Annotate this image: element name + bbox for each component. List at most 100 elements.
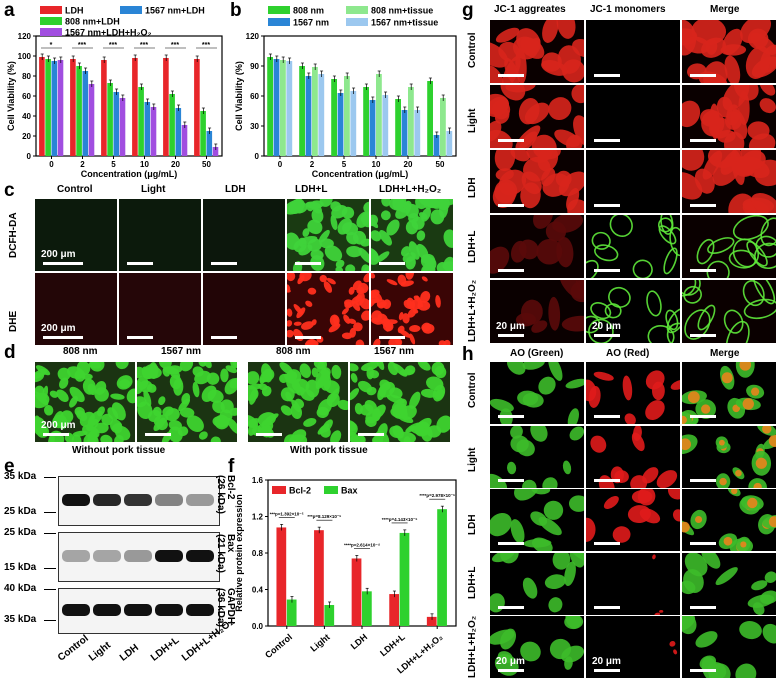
bar bbox=[200, 111, 206, 156]
micrograph bbox=[682, 616, 776, 678]
panel-label-a: a bbox=[4, 0, 15, 21]
bar bbox=[163, 58, 169, 156]
x-tick-label: 10 bbox=[372, 160, 381, 169]
micrograph bbox=[350, 362, 450, 442]
bar bbox=[299, 66, 305, 156]
bar bbox=[169, 94, 175, 156]
scale-bar bbox=[211, 262, 237, 265]
bar bbox=[175, 108, 182, 156]
micrograph bbox=[586, 362, 680, 424]
micrograph bbox=[682, 280, 776, 343]
scale-bar bbox=[690, 478, 716, 482]
blot-band bbox=[124, 550, 152, 562]
bar bbox=[446, 131, 453, 156]
legend-swatch bbox=[324, 486, 338, 494]
bar bbox=[362, 591, 372, 626]
scale-bar-label: 20 μm bbox=[496, 656, 525, 667]
micrograph bbox=[490, 362, 584, 424]
bar bbox=[389, 594, 399, 626]
column-label: LDH bbox=[225, 184, 246, 195]
scale-bar bbox=[127, 336, 153, 339]
bar bbox=[314, 530, 324, 626]
bar bbox=[305, 76, 312, 156]
chart-a: 0 20 40 60 80 100 120 0 2 5 10 20 50 Concentration (μ… bbox=[6, 6, 223, 179]
blot-band bbox=[186, 494, 214, 506]
bar bbox=[273, 59, 280, 156]
marker-label: 40 kDa bbox=[4, 583, 37, 594]
scale-bar bbox=[498, 542, 524, 545]
micrograph bbox=[203, 273, 285, 345]
bar bbox=[212, 147, 219, 156]
micrograph bbox=[490, 425, 584, 488]
band-label: (21 kDa) bbox=[215, 534, 226, 573]
sig-label: *** bbox=[202, 42, 210, 49]
scale-bar bbox=[498, 204, 524, 207]
scale-bar bbox=[498, 139, 524, 142]
legend-swatch bbox=[40, 28, 62, 36]
p-value-label: ***p=1.392×10⁻⁵ bbox=[270, 511, 304, 516]
micrograph bbox=[119, 273, 201, 345]
bar bbox=[286, 599, 297, 626]
row-label: LDH bbox=[467, 177, 478, 198]
legend-swatch bbox=[40, 6, 62, 14]
y-tick-label: 1.6 bbox=[252, 476, 264, 485]
bar bbox=[206, 131, 213, 156]
scale-bar bbox=[690, 605, 716, 609]
x-tick-label: 0 bbox=[278, 160, 283, 169]
bar bbox=[324, 605, 335, 626]
micrograph bbox=[682, 362, 776, 424]
bar bbox=[426, 616, 437, 626]
micrograph bbox=[203, 199, 285, 271]
scale-bar bbox=[690, 334, 716, 337]
y-tick-label: 20 bbox=[22, 132, 31, 141]
marker-tick bbox=[44, 512, 56, 513]
bar bbox=[82, 71, 89, 156]
bar bbox=[76, 66, 82, 156]
x-tick-label: 20 bbox=[404, 160, 413, 169]
sig-label: *** bbox=[78, 42, 86, 49]
scale-bar bbox=[594, 415, 620, 418]
x-tick-label: 20 bbox=[171, 160, 180, 169]
legend-swatch bbox=[120, 6, 142, 14]
legend-label: 1567 nm bbox=[293, 18, 329, 28]
micrograph bbox=[586, 425, 680, 488]
marker-tick bbox=[44, 568, 56, 569]
row-label: LDH+L+H₂O₂ bbox=[467, 279, 478, 342]
micrograph bbox=[371, 273, 453, 345]
marker-label: 35 kDa bbox=[4, 471, 37, 482]
chart-b: 0 30 60 90 120 0 2 5 10 20 50 Concentration (μg/mL)… bbox=[234, 6, 457, 179]
lane-label: Light bbox=[87, 639, 114, 664]
row-label: Control bbox=[467, 32, 478, 68]
row-label: LDH+L+H₂O₂ bbox=[467, 615, 478, 678]
bar bbox=[51, 61, 58, 156]
panel-label-f: f bbox=[228, 456, 235, 477]
x-tick-label: 10 bbox=[140, 160, 149, 169]
marker-tick bbox=[44, 620, 56, 621]
bar bbox=[194, 59, 200, 156]
blot-band bbox=[155, 604, 183, 616]
bar bbox=[369, 100, 376, 156]
micrograph bbox=[682, 20, 776, 83]
scale-bar bbox=[690, 269, 716, 272]
bar bbox=[433, 135, 440, 156]
micrograph: 200 μm bbox=[35, 362, 135, 442]
blot-band bbox=[155, 494, 183, 506]
scale-bar bbox=[594, 139, 620, 142]
marker-label: 25 kDa bbox=[4, 527, 37, 538]
x-tick-label: LDH+L bbox=[378, 632, 407, 659]
legend-swatch bbox=[268, 6, 290, 14]
column-label: 808 nm bbox=[63, 346, 98, 357]
blot-band bbox=[93, 550, 121, 562]
legend-label: 1567 nm+LDH bbox=[145, 6, 205, 16]
legend-label: Bcl-2 bbox=[289, 486, 311, 496]
bar bbox=[318, 74, 325, 156]
marker-tick bbox=[44, 477, 56, 478]
bar bbox=[267, 57, 273, 156]
x-tick-label: 50 bbox=[436, 160, 445, 169]
marker-label: 35 kDa bbox=[4, 614, 37, 625]
micrograph bbox=[586, 215, 680, 278]
bar bbox=[401, 110, 408, 156]
scale-bar bbox=[498, 669, 524, 672]
bar bbox=[337, 93, 344, 156]
